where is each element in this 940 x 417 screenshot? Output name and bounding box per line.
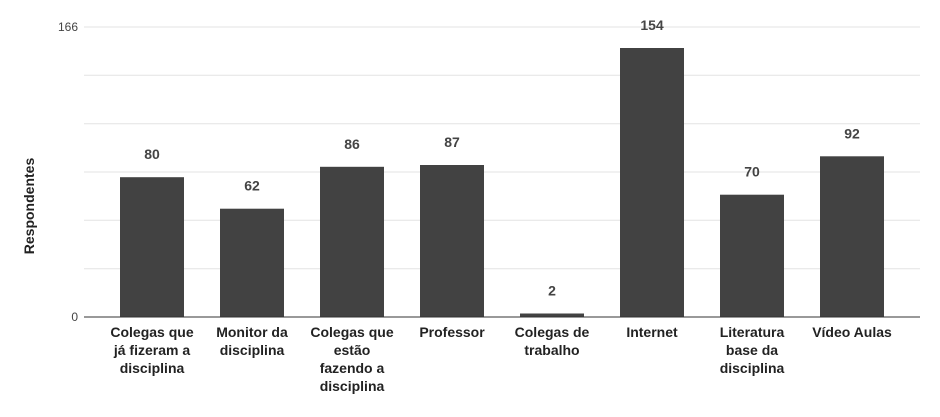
bar xyxy=(620,48,684,317)
data-label: 70 xyxy=(744,164,760,180)
bar xyxy=(120,177,184,317)
gridlines xyxy=(84,26,920,270)
y-tick-label: 166 xyxy=(58,20,78,34)
x-tick-label: Literatura base da disciplina xyxy=(720,324,785,376)
x-tick-label: Colegas de trabalho xyxy=(515,324,590,358)
bar xyxy=(520,313,584,317)
data-label: 80 xyxy=(144,146,160,162)
x-tick-label: Colegas que já fizeram a disciplina xyxy=(110,324,193,376)
bar xyxy=(220,208,284,317)
data-label: 154 xyxy=(640,17,664,33)
x-tick-label: Colegas que estão fazendo a disciplina xyxy=(310,324,393,394)
bar xyxy=(720,194,784,317)
data-label: 62 xyxy=(244,178,260,194)
x-tick-label: Internet xyxy=(626,324,678,340)
y-axis-ticks: 0 166 xyxy=(58,20,78,324)
data-label: 2 xyxy=(548,283,556,299)
y-axis-title: Respondentes xyxy=(21,158,37,255)
x-axis-labels: Colegas que já fizeram a disciplina Monitor… xyxy=(110,324,892,394)
x-tick-label: Professor xyxy=(419,324,485,340)
bar xyxy=(420,165,484,317)
y-tick-label: 0 xyxy=(71,310,78,324)
x-tick-label: Monitor da disciplina xyxy=(216,324,288,358)
data-label: 86 xyxy=(344,136,360,152)
bar xyxy=(820,156,884,317)
bar xyxy=(320,166,384,317)
data-label: 87 xyxy=(444,134,460,150)
x-tick-label: Vídeo Aulas xyxy=(812,324,892,340)
data-label: 92 xyxy=(844,125,860,141)
bars xyxy=(120,48,884,317)
data-labels: 80 62 86 87 2 154 70 92 xyxy=(144,17,860,299)
